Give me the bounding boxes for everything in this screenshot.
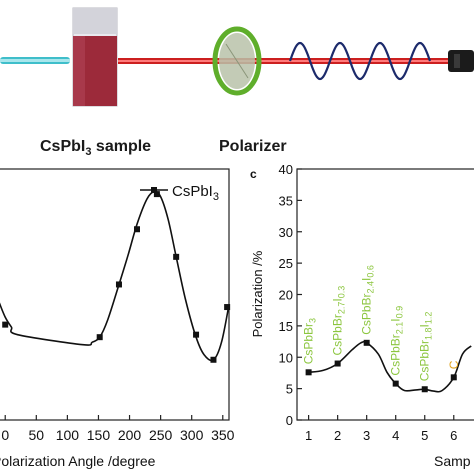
detector-band (454, 54, 460, 68)
cuvette-liquid-shade (73, 36, 85, 106)
red-beam-core (118, 60, 448, 62)
chart-b-x-tick-label: 350 (211, 427, 235, 443)
chart-b-point (2, 321, 9, 328)
chart-c-y-tick-label: 0 (286, 413, 293, 428)
chart-b-series-line (0, 190, 230, 362)
chart-c-point (334, 360, 341, 367)
chart-c-y-tick-label: 30 (279, 225, 293, 240)
cyan-beam-core (0, 59, 70, 62)
chart-c-points (305, 339, 457, 393)
chart-c-frame (296, 168, 474, 421)
chart-c-sample-label: C (447, 360, 461, 369)
chart-b-x-tick-label: 250 (149, 427, 173, 443)
polarizer-label: Polarizer (219, 138, 287, 155)
chart-b-point (134, 226, 140, 233)
chart-c-sample-label: CsPbBr2.1I0.9 (389, 306, 405, 376)
cuvette-cap (73, 8, 117, 34)
chart-c-sample-label: CsPbBr2.7I0.3 (331, 286, 347, 356)
chart-c-sample-label: CsPbBr2.4I0.6 (360, 265, 376, 335)
chart-c-sample-label: CsPbBr1.8I1.2 (418, 312, 434, 382)
chart-c-point (392, 380, 399, 387)
chart-c-x-tick-label: 5 (421, 428, 428, 443)
chart-b-point (115, 281, 122, 288)
chart-b-x-tick-label: 150 (87, 427, 111, 443)
chart-c-y-tick-label: 40 (279, 162, 293, 177)
chart-c-point (450, 374, 457, 381)
chart-c-y-tick-label: 25 (279, 256, 293, 271)
optical-setup-schematic (0, 7, 474, 107)
chart-b-point (153, 191, 160, 198)
chart-b-point (96, 334, 103, 341)
chart-b-x-tick-label: 300 (180, 427, 204, 443)
sample-label: CsPbI3 sample (40, 138, 152, 159)
detector-body (448, 50, 474, 72)
chart-b-x-tick-label: 0 (1, 427, 9, 443)
chart-c-panel-letter: c (250, 167, 257, 181)
chart-c-y-tick-label: 15 (279, 319, 293, 334)
chart-c-y-ticks: 0 5 10 15 20 25 30 35 40 (279, 162, 302, 428)
chart-c-point (305, 369, 312, 376)
chart-c-point (421, 386, 428, 393)
chart-c-x-ticks: 1 2 3 4 5 6 (305, 415, 457, 443)
chart-c-x-tick-label: 6 (450, 428, 457, 443)
polarizer-ring (212, 26, 262, 96)
chart-b-frame (0, 168, 230, 421)
chart-c-x-tick-label: 3 (363, 428, 370, 443)
chart-c-x-tick-label: 1 (305, 428, 312, 443)
chart-c: c 0 5 10 15 20 25 30 35 40 1 2 3 4 5 6 CsPbBr3 CsPbBr2… (250, 162, 474, 469)
chart-b-points (2, 191, 231, 363)
chart-b-point (210, 356, 217, 363)
chart-c-x-tick-label: 2 (334, 428, 341, 443)
chart-c-y-tick-label: 5 (286, 382, 293, 397)
chart-c-sample-label: CsPbBr3 (302, 318, 318, 364)
chart-c-y-tick-label: 35 (279, 193, 293, 208)
chart-b-point (224, 304, 231, 311)
chart-b-legend-label: CsPbI3 (172, 183, 219, 203)
chart-c-x-axis-label: Samp (434, 453, 471, 469)
polarized-wave (288, 41, 432, 81)
polarizer-glass-line (225, 43, 249, 79)
chart-b-x-tick-label: 50 (29, 427, 45, 443)
chart-b-legend-marker (151, 187, 157, 193)
chart-b-x-tick-label: 200 (118, 427, 142, 443)
chart-b-point (193, 331, 200, 338)
chart-c-sample-labels: CsPbBr3 CsPbBr2.7I0.3 CsPbBr2.4I0.6 CsPbBr2… (302, 265, 461, 381)
chart-b: 0 50 100 150 200 250 300 350 CsPbI3 Polarizatio… (0, 168, 235, 469)
chart-c-point (363, 339, 370, 346)
chart-c-x-tick-label: 4 (392, 428, 399, 443)
chart-b-x-axis-label: Polarization Angle /degree (0, 453, 156, 469)
chart-b-point (173, 253, 180, 260)
chart-c-y-axis-label: Polarization /% (250, 250, 265, 337)
chart-b-x-tick-label: 100 (56, 427, 80, 443)
chart-b-x-ticks: 0 50 100 150 200 250 300 350 (1, 415, 235, 443)
chart-c-y-tick-label: 20 (279, 288, 293, 303)
chart-c-y-tick-label: 10 (279, 350, 293, 365)
